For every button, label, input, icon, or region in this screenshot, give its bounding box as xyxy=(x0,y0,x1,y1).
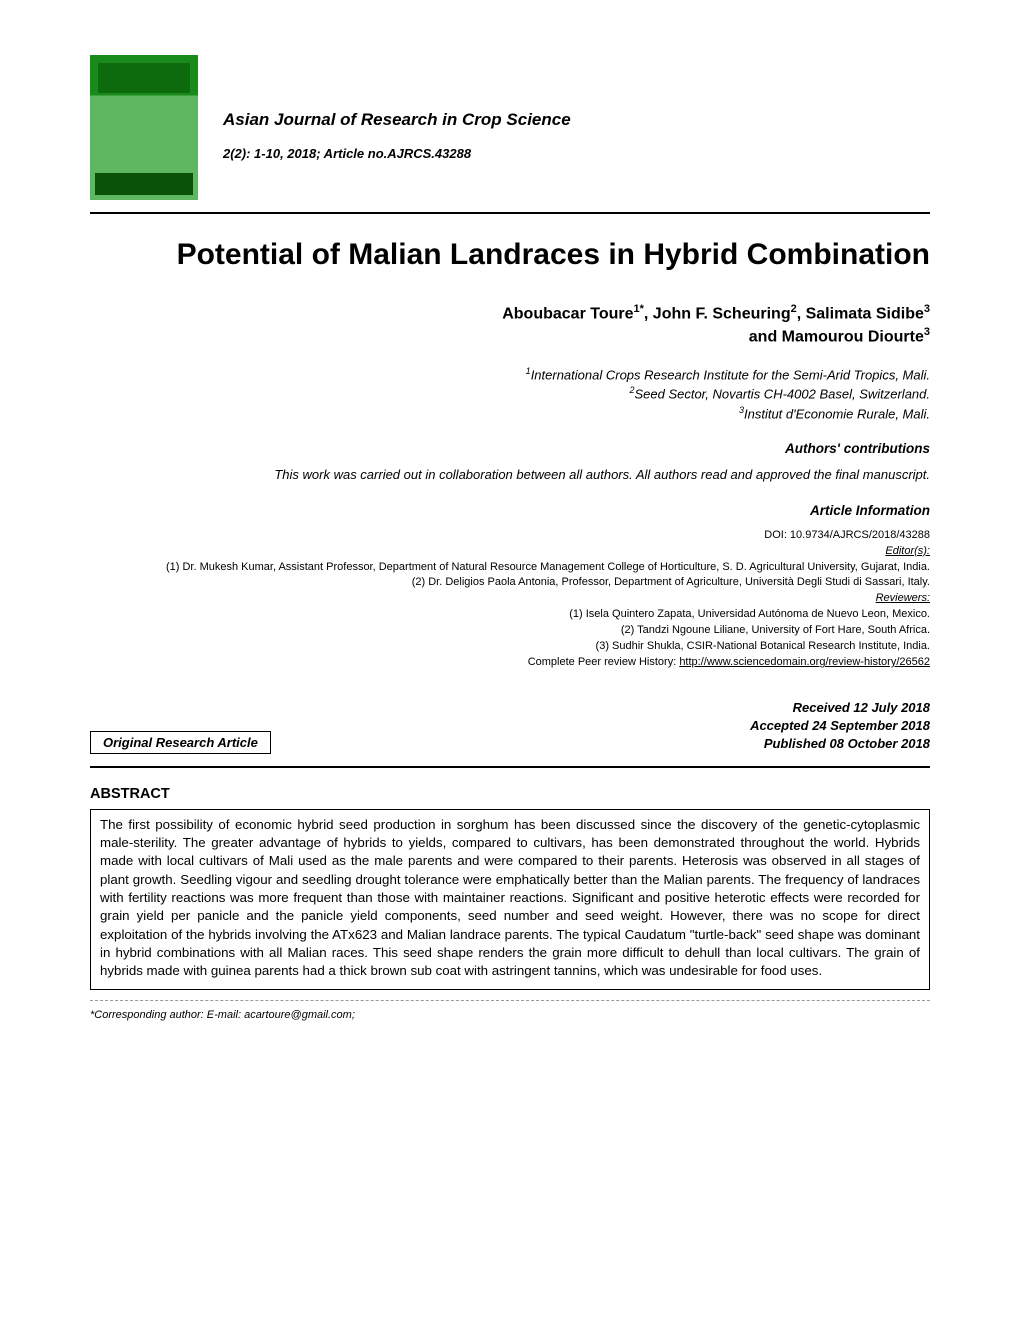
journal-name: Asian Journal of Research in Crop Scienc… xyxy=(223,110,571,130)
abstract-heading: ABSTRACT xyxy=(90,786,930,802)
author-3-sup: 3 xyxy=(924,303,930,315)
aff-1: International Crops Research Institute f… xyxy=(531,367,930,382)
author-sep1: , John F. Scheuring xyxy=(644,305,791,322)
affiliations: 1International Crops Research Institute … xyxy=(90,365,930,424)
journal-cover-thumbnail xyxy=(90,55,198,200)
history-prefix: Complete Peer review History: xyxy=(528,656,680,668)
history-link[interactable]: http://www.sciencedomain.org/review-hist… xyxy=(679,656,930,668)
accepted-date: Accepted 24 September 2018 xyxy=(750,717,930,735)
rule-mid xyxy=(90,766,930,768)
contributions-label: Authors' contributions xyxy=(90,441,930,456)
doi-line: DOI: 10.9734/AJRCS/2018/43288 xyxy=(90,528,930,544)
article-type-box: Original Research Article xyxy=(90,731,271,754)
rule-top xyxy=(90,212,930,214)
editors-label: Editor(s): xyxy=(90,544,930,560)
corresponding-footnote: *Corresponding author: E-mail: acartoure… xyxy=(90,1009,930,1021)
author-sep2: , Salimata Sidibe xyxy=(797,305,924,322)
dates-block: Received 12 July 2018 Accepted 24 Septem… xyxy=(750,699,930,754)
journal-meta: Asian Journal of Research in Crop Scienc… xyxy=(223,55,571,161)
reviewer-1: (1) Isela Quintero Zapata, Universidad A… xyxy=(90,607,930,623)
author-1-sup: 1* xyxy=(634,303,644,315)
abstract-box: The first possibility of economic hybrid… xyxy=(90,809,930,990)
header-region: Asian Journal of Research in Crop Scienc… xyxy=(90,55,930,200)
issue-info: 2(2): 1-10, 2018; Article no.AJRCS.43288 xyxy=(223,146,571,161)
editor-2: (2) Dr. Deligios Paola Antonia, Professo… xyxy=(90,575,930,591)
dates-row: Original Research Article Received 12 Ju… xyxy=(90,699,930,754)
article-info-block: DOI: 10.9734/AJRCS/2018/43288 Editor(s):… xyxy=(90,528,930,671)
contributions-text: This work was carried out in collaborati… xyxy=(90,466,930,484)
reviewer-3: (3) Sudhir Shukla, CSIR-National Botanic… xyxy=(90,639,930,655)
author-4-sup: 3 xyxy=(924,326,930,338)
reviewer-2: (2) Tandzi Ngoune Liliane, University of… xyxy=(90,623,930,639)
published-date: Published 08 October 2018 xyxy=(750,735,930,753)
article-info-label: Article Information xyxy=(90,503,930,518)
reviewers-label: Reviewers: xyxy=(90,591,930,607)
aff-3: Institut d'Economie Rurale, Mali. xyxy=(744,406,930,421)
authors: Aboubacar Toure1*, John F. Scheuring2, S… xyxy=(90,302,930,349)
author-1: Aboubacar Toure xyxy=(502,305,633,322)
peer-history: Complete Peer review History: http://www… xyxy=(90,655,930,671)
author-4: and Mamourou Diourte xyxy=(749,329,924,346)
aff-2: Seed Sector, Novartis CH-4002 Basel, Swi… xyxy=(634,387,930,402)
footnote-separator xyxy=(90,1000,930,1001)
article-title: Potential of Malian Landraces in Hybrid … xyxy=(90,236,930,274)
editor-1: (1) Dr. Mukesh Kumar, Assistant Professo… xyxy=(90,560,930,576)
received-date: Received 12 July 2018 xyxy=(750,699,930,717)
